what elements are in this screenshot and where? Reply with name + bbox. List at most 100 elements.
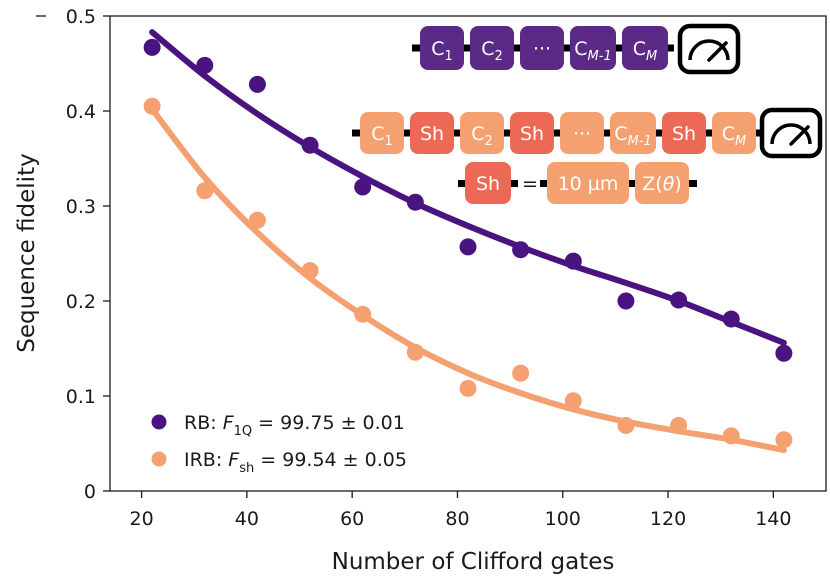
y-axis-title: Sequence fidelity xyxy=(14,153,40,352)
data-point-irb xyxy=(406,343,424,361)
meter-arc xyxy=(770,123,812,145)
gate-label: Sh xyxy=(420,123,444,145)
gate-sequence-inset: C1 C2 ··· CM-1 CM C1 Sh C2 Sh ··· CM-1 Sh CM Sh = 10 µm… xyxy=(352,23,823,204)
data-point-irb xyxy=(722,427,740,445)
x-axis-title: Number of Clifford gates xyxy=(332,549,615,575)
y-tick-label: 0.2 xyxy=(66,291,96,313)
data-point-irb xyxy=(670,416,688,434)
legend-marker-irb xyxy=(151,451,167,467)
irb-sequence: C1 Sh C2 Sh ··· CM-1 Sh CM xyxy=(352,112,762,154)
gate-box xyxy=(570,26,616,70)
fit-curve-irb xyxy=(149,106,787,454)
y-tick-label: 0.5 xyxy=(66,6,96,28)
data-point-rb xyxy=(459,238,477,256)
data-point-irb xyxy=(564,392,582,410)
gate-box xyxy=(610,112,656,154)
gate-label: ··· xyxy=(533,38,551,60)
x-tick-label: 140 xyxy=(755,508,791,530)
data-point-irb xyxy=(354,305,372,323)
data-point-irb xyxy=(301,262,319,280)
wire-segment xyxy=(540,180,548,187)
gate-box xyxy=(420,26,464,70)
x-tick-label: 60 xyxy=(340,508,364,530)
meter-arc xyxy=(688,39,730,61)
wire-segment xyxy=(554,129,560,137)
gate-label: Sh xyxy=(672,123,696,145)
data-point-rb xyxy=(406,193,424,211)
data-point-rb xyxy=(670,291,688,309)
gate-label: C2 xyxy=(481,38,503,64)
wire-segment xyxy=(511,180,518,187)
axes-frame xyxy=(36,15,827,492)
legend-marker-rb xyxy=(151,414,167,430)
wire-segment xyxy=(668,44,674,52)
y-tick-label: 0.4 xyxy=(66,101,96,123)
gate-label: C2 xyxy=(471,123,493,149)
data-point-rb xyxy=(248,75,266,93)
gate-label: ··· xyxy=(573,123,591,145)
data-point-rb xyxy=(354,178,372,196)
gate-box xyxy=(465,162,511,204)
measurement-icon xyxy=(677,23,741,75)
gate-box xyxy=(662,112,706,154)
data-point-rb xyxy=(301,136,319,154)
wire-segment xyxy=(412,44,421,52)
x-axis-ticks: 20 40 60 80 100 120 140 xyxy=(129,491,791,530)
wire-segment xyxy=(756,129,762,137)
wire-segment xyxy=(689,180,697,187)
wire-segment xyxy=(629,180,635,187)
x-tick-label: 20 xyxy=(129,508,153,530)
gate-box xyxy=(560,112,604,154)
y-tick-label: 0 xyxy=(84,481,96,503)
gate-label: Z(θ) xyxy=(642,173,681,195)
plot-border xyxy=(109,15,827,492)
gate-box xyxy=(635,162,689,204)
x-tick-label: 120 xyxy=(650,508,686,530)
sh-definition: Sh = 10 µm Z(θ) xyxy=(458,162,697,204)
gate-box xyxy=(547,162,629,204)
gate-label: CM xyxy=(722,123,747,149)
data-point-irb xyxy=(459,379,477,397)
data-point-irb xyxy=(248,211,266,229)
wire-segment xyxy=(352,129,361,137)
data-point-rb xyxy=(564,252,582,270)
x-tick-label: 80 xyxy=(445,508,469,530)
meter-box xyxy=(677,23,741,75)
meter-needle xyxy=(789,125,810,146)
data-point-rb xyxy=(512,241,530,259)
wire-segment xyxy=(458,180,466,187)
measurement-icon xyxy=(759,107,823,159)
gate-box xyxy=(520,26,564,70)
meter-needle xyxy=(707,41,728,62)
data-point-rb xyxy=(143,38,161,56)
meter-box xyxy=(759,107,823,159)
wire-segment xyxy=(404,129,410,137)
wire-segment xyxy=(454,129,460,137)
data-point-rb xyxy=(722,310,740,328)
gate-label: C1 xyxy=(371,123,393,149)
gate-label: 10 µm xyxy=(558,173,619,195)
data-point-irb xyxy=(196,182,214,200)
gate-label: CM-1 xyxy=(614,123,651,149)
wire-segment xyxy=(616,44,622,52)
wire-segment xyxy=(464,44,470,52)
gate-box xyxy=(410,112,454,154)
y-tick-label: 0.1 xyxy=(66,386,96,408)
legend-label-irb: IRB: Fsh = 99.54 ± 0.05 xyxy=(184,449,407,476)
gate-box xyxy=(510,112,554,154)
legend: RB: F1Q = 99.75 ± 0.01 IRB: Fsh = 99.54 … xyxy=(151,412,407,476)
gate-box xyxy=(712,112,756,154)
data-point-irb xyxy=(512,364,530,382)
gate-box xyxy=(470,26,514,70)
equals-sign: = xyxy=(522,173,538,195)
wire-segment xyxy=(514,44,520,52)
wire-segment xyxy=(564,44,570,52)
x-tick-label: 100 xyxy=(545,508,581,530)
wire-segment xyxy=(656,129,662,137)
legend-label-rb: RB: F1Q = 99.75 ± 0.01 xyxy=(184,412,405,439)
y-axis-ticks: 0 0.1 0.2 0.3 0.4 0.5 xyxy=(66,6,110,503)
rb-sequence: C1 C2 ··· CM-1 CM xyxy=(412,26,674,70)
wire-segment xyxy=(504,129,510,137)
data-point-irb xyxy=(775,431,793,449)
